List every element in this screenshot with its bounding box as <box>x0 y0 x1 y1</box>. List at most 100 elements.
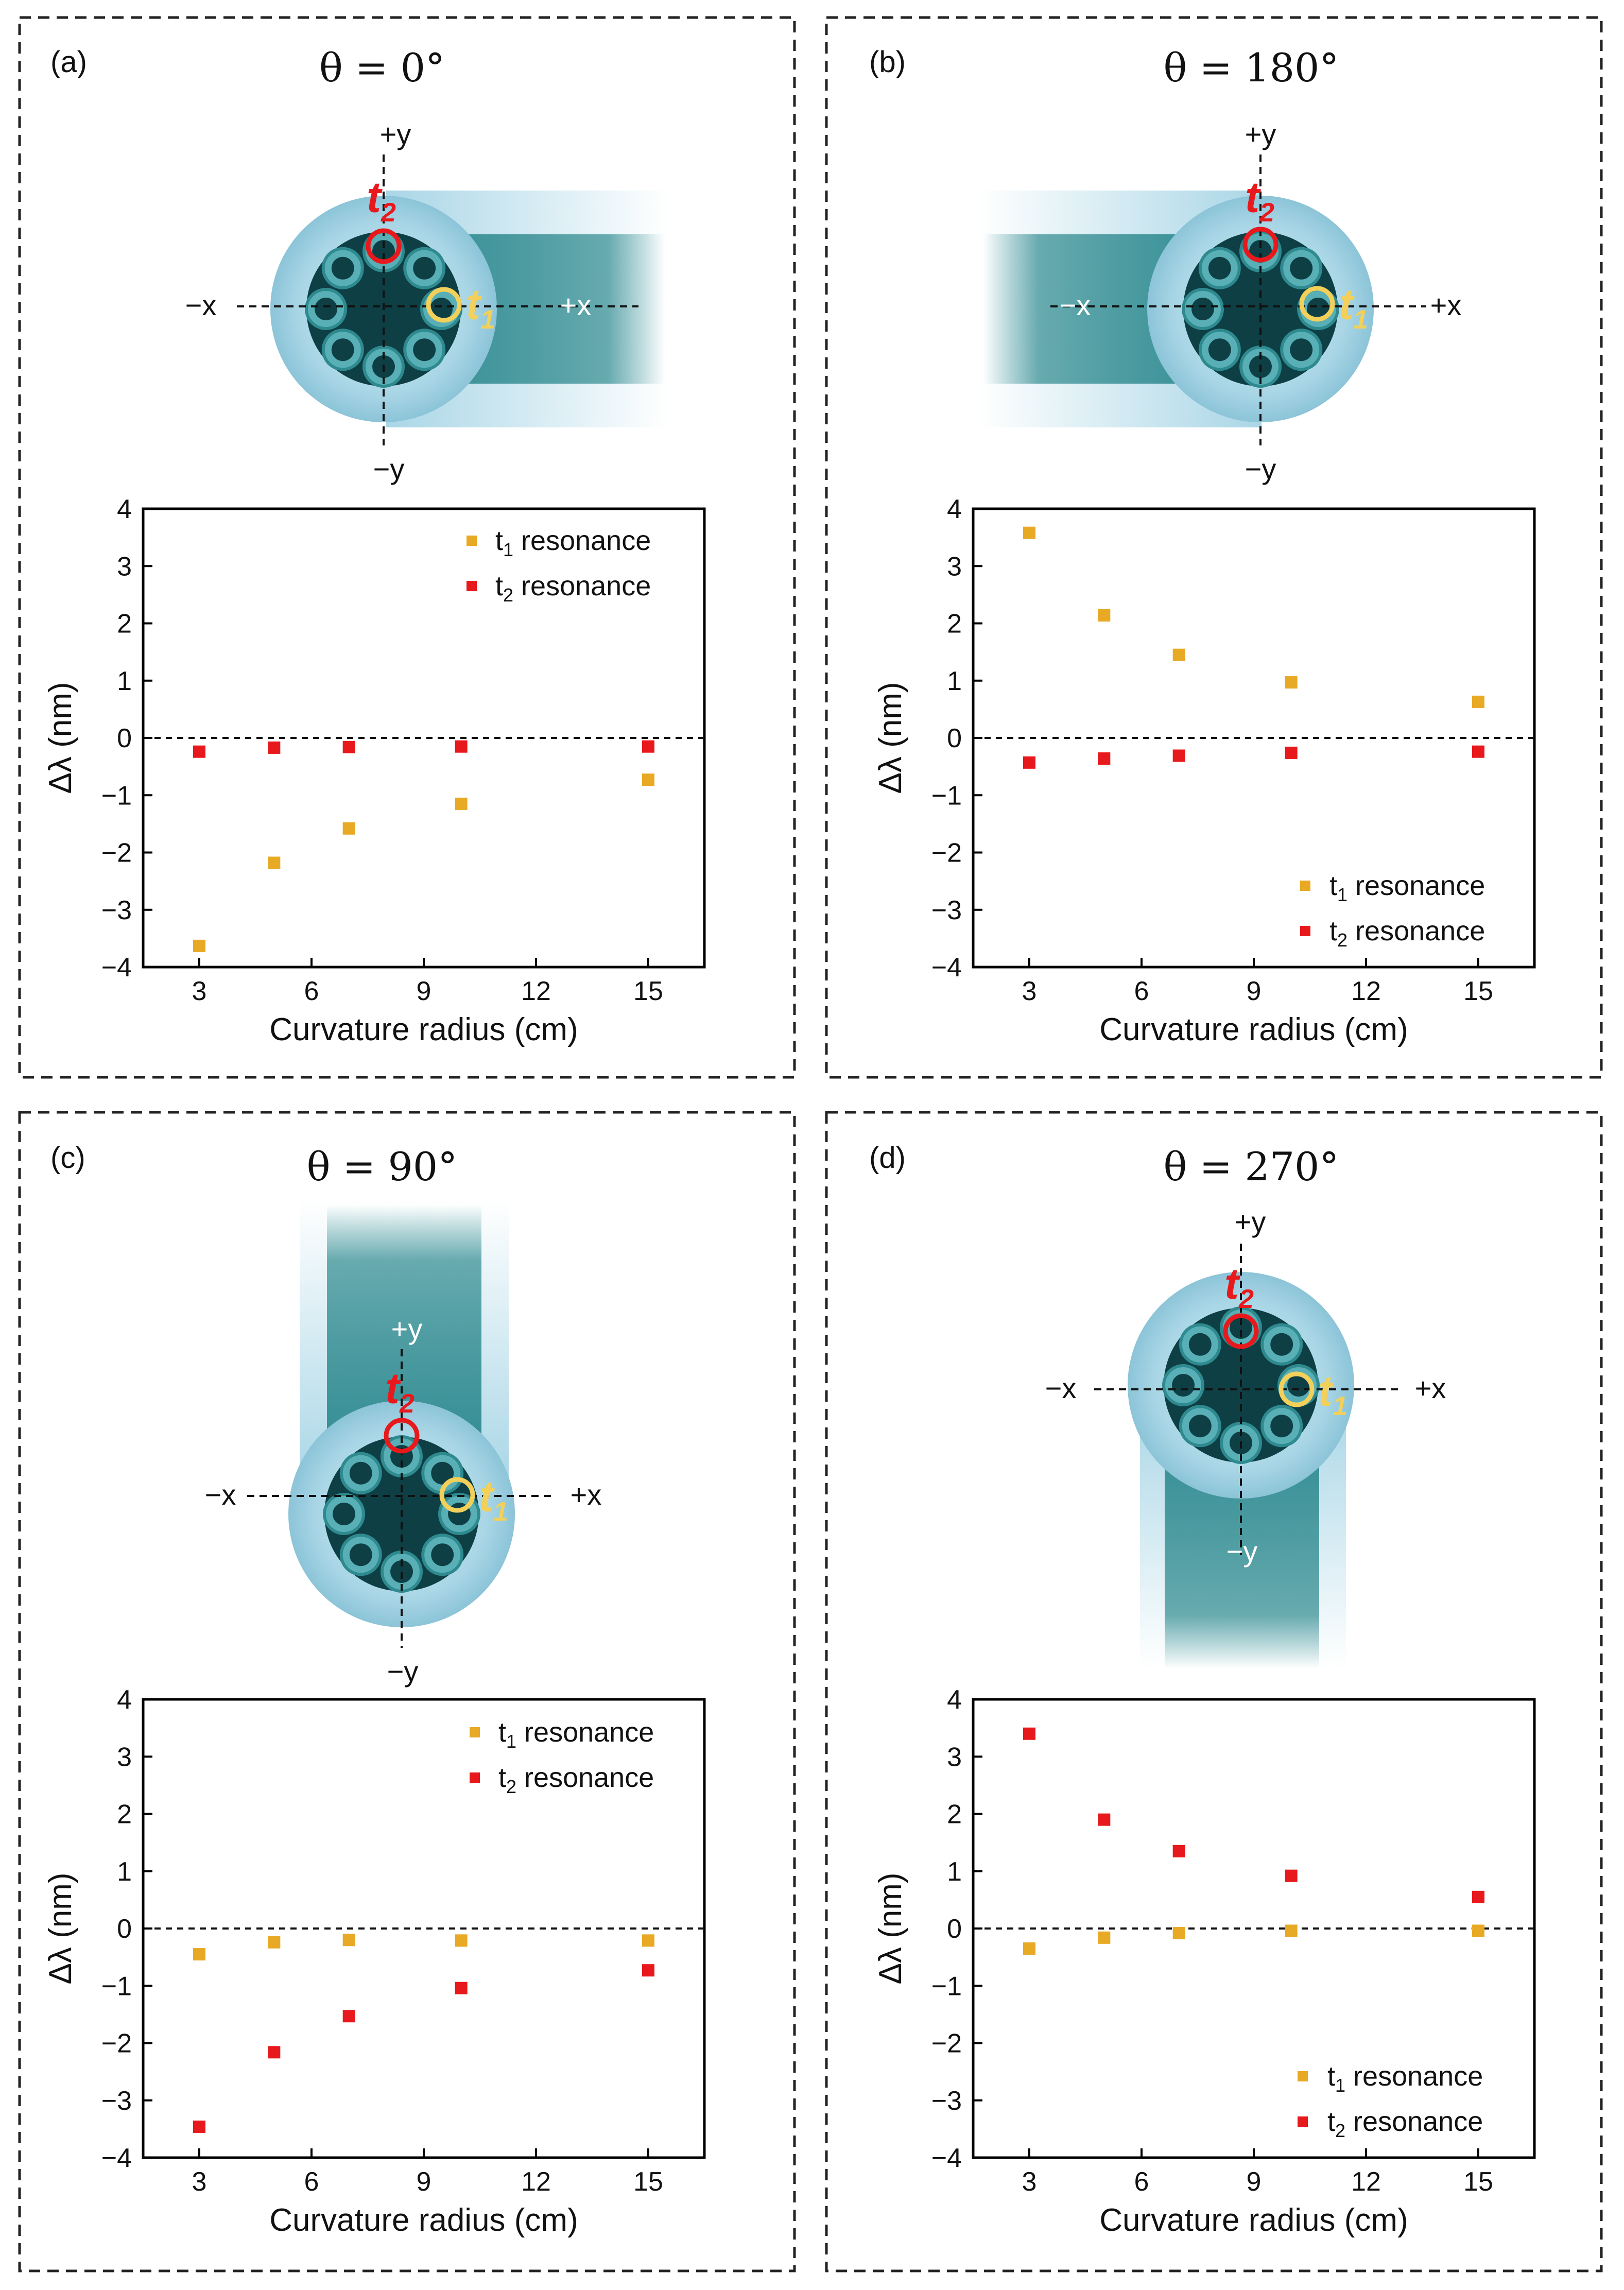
t2-point <box>455 740 468 753</box>
legend-t1-label: t1 resonance <box>495 525 651 560</box>
t1-point <box>193 1948 205 1961</box>
t1-point <box>1023 1942 1035 1955</box>
capillary-hole <box>333 1503 355 1525</box>
capillary-hole <box>413 338 436 361</box>
y-tick-label: 4 <box>947 494 962 524</box>
legend-t2-swatch <box>467 581 477 591</box>
y-tick-label: 0 <box>947 1914 962 1944</box>
t2-point <box>1472 745 1484 758</box>
x-tick-label: 3 <box>1022 2167 1037 2197</box>
label-minus-y: −y <box>1226 1535 1258 1568</box>
y-tick-label: 3 <box>117 552 132 581</box>
panel-a-frame <box>18 16 796 1079</box>
t1-point <box>642 773 654 786</box>
legend-t1-label: t1 resonance <box>498 1717 654 1752</box>
t2-point <box>1172 1845 1185 1857</box>
t2-point <box>1098 1813 1111 1826</box>
plot-d-legend: t1 resonance t2 resonance <box>1298 2061 1483 2141</box>
y-tick-label: −1 <box>931 1971 962 2001</box>
t1-marker <box>426 287 462 323</box>
plot-c-xlabel: Curvature radius (cm) <box>269 2202 578 2238</box>
fiber-illustration-b: +y −y −x +x t2 t1 <box>978 118 1461 485</box>
capillary-hole <box>1290 256 1313 280</box>
capillary-hole <box>315 298 337 320</box>
legend-t2-swatch <box>1300 926 1310 936</box>
capillary-ring-c <box>323 1435 480 1593</box>
panel-a: (a) θ = 0° +y −y −x +x t2 t1 3 6 9 12 15−4−3… <box>18 16 796 1079</box>
t2-label: t2 <box>1245 173 1274 228</box>
y-tick-label: 1 <box>117 1857 132 1887</box>
t1-label: t1 <box>1339 280 1368 335</box>
y-tick-label: 0 <box>117 724 132 753</box>
y-tick-label: 2 <box>117 1800 132 1830</box>
t2-point <box>193 2120 205 2133</box>
panel-b-letter: (b) <box>869 45 906 79</box>
panel-a-letter: (a) <box>50 45 87 79</box>
capillary-hole <box>1230 1316 1252 1339</box>
label-minus-y: −y <box>1245 453 1276 485</box>
t2-marker <box>1242 227 1279 263</box>
legend-t1-label: t1 resonance <box>1327 2061 1483 2096</box>
y-tick-label: 0 <box>947 724 962 753</box>
t1-marker <box>1279 1371 1315 1407</box>
y-tick-label: −2 <box>931 838 962 868</box>
t1-point <box>1098 609 1111 622</box>
y-tick-label: 2 <box>117 609 132 639</box>
plot-a-xlabel: Curvature radius (cm) <box>269 1012 578 1047</box>
legend-t1-swatch <box>1300 881 1310 891</box>
t1-point <box>455 797 468 810</box>
capillary-hole <box>1208 256 1231 280</box>
x-tick-label: 12 <box>1351 976 1381 1006</box>
t1-point <box>1472 695 1484 708</box>
t1-point <box>642 1934 654 1947</box>
y-tick-label: −2 <box>101 2029 132 2059</box>
x-tick-label: 15 <box>1463 2167 1493 2197</box>
plot-a-legend: t1 resonance t2 resonance <box>467 525 651 606</box>
plot-c-marks <box>193 1934 654 2133</box>
t1-point <box>1285 676 1298 689</box>
plot-c-legend: t1 resonance t2 resonance <box>470 1717 654 1797</box>
legend-t1-label: t1 resonance <box>1329 870 1485 905</box>
plot-b-xlabel: Curvature radius (cm) <box>1099 1012 1408 1047</box>
x-tick-label: 15 <box>633 976 663 1006</box>
t2-point <box>642 1964 654 1977</box>
capillary-hole <box>1188 1415 1212 1438</box>
y-tick-label: 2 <box>947 1800 962 1830</box>
panel-c: (c) θ = 90° +y −y −x +x t2 t1 3 6 9 12 15−4−… <box>18 1111 796 2272</box>
capillary-hole <box>331 256 354 280</box>
legend-t2-label: t2 resonance <box>498 1762 654 1797</box>
t1-point <box>342 1934 355 1947</box>
y-tick-label: −4 <box>101 2143 132 2173</box>
label-plus-x: +x <box>571 1478 602 1511</box>
t2-marker <box>384 1418 420 1454</box>
x-tick-label: 12 <box>521 976 551 1006</box>
y-tick-label: −1 <box>931 781 962 811</box>
panel-b-frame <box>825 16 1603 1079</box>
panel-c-letter: (c) <box>50 1141 85 1175</box>
label-minus-x: −x <box>185 289 217 321</box>
plot-b-marks <box>1023 526 1484 769</box>
label-plus-x: +x <box>560 289 592 321</box>
y-tick-label: 2 <box>947 609 962 639</box>
t2-label: t2 <box>385 1364 414 1419</box>
capillary-hole <box>431 1461 454 1485</box>
x-tick-label: 6 <box>1134 976 1149 1006</box>
t2-marker <box>366 228 402 264</box>
legend-t1-swatch <box>470 1727 480 1737</box>
t2-point <box>1285 1869 1298 1882</box>
plot-d-xlabel: Curvature radius (cm) <box>1099 2202 1408 2238</box>
panel-b-title: θ = 180° <box>1164 45 1339 91</box>
x-tick-label: 6 <box>1134 2167 1149 2197</box>
t1-marker <box>1299 286 1335 322</box>
t1-label: t1 <box>479 1472 508 1527</box>
y-tick-label: −4 <box>931 2143 962 2173</box>
panel-c-frame <box>18 1111 796 2272</box>
label-minus-y: −y <box>373 453 405 485</box>
label-minus-y: −y <box>387 1655 419 1688</box>
t2-point <box>1172 749 1185 762</box>
t1-point <box>1023 526 1035 539</box>
plot-a-marks <box>193 740 654 952</box>
